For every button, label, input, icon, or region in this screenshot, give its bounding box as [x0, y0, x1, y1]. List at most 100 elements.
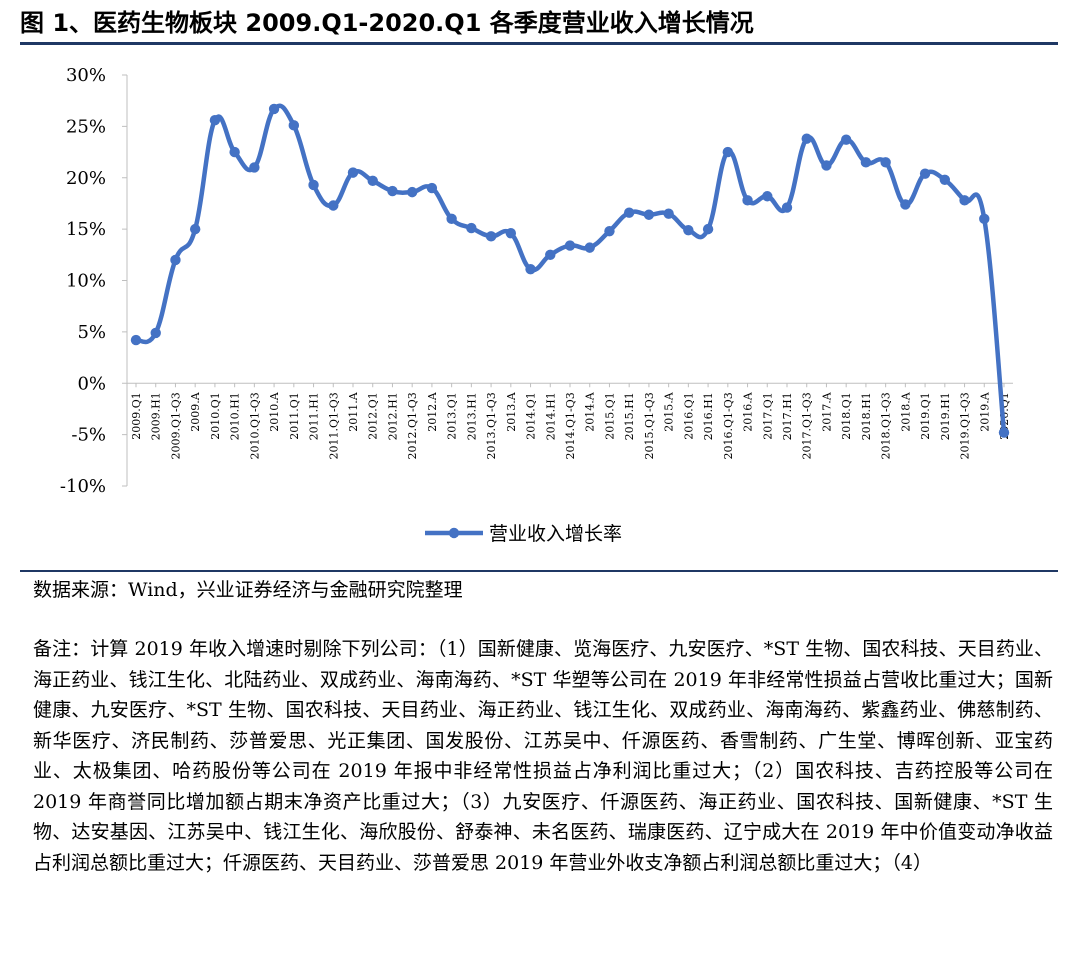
x-tick-label: 2019.Q1-Q3: [959, 392, 972, 459]
data-point: [702, 223, 714, 235]
x-tick-label: 2012.H1: [386, 392, 399, 440]
x-tick-label: 2010.H1: [229, 392, 242, 440]
x-tick-label: 2009.Q1-Q3: [169, 392, 182, 459]
data-point: [308, 179, 319, 191]
data-point: [762, 191, 773, 202]
data-point: [505, 228, 517, 239]
data-point: [643, 209, 655, 220]
data-point: [229, 146, 240, 158]
data-point: [347, 167, 359, 178]
data-point: [545, 249, 556, 261]
figure-title: 图 1、医药生物板块 2009.Q1-2020.Q1 各季度营业收入增长情况: [20, 9, 754, 37]
x-tick-label: 2012.Q1: [367, 392, 380, 440]
data-point: [663, 208, 674, 219]
x-tick-label: 2019.H1: [939, 392, 952, 440]
x-tick-label: 2010.A: [268, 391, 281, 431]
x-tick-label: 2019.Q1: [919, 392, 932, 440]
x-tick-label: 2018.Q1-Q3: [880, 392, 893, 459]
data-point: [939, 174, 951, 186]
x-tick-label: 2009.Q1: [130, 392, 143, 440]
data-point: [683, 224, 694, 236]
data-point: [623, 207, 635, 218]
x-tick-label: 2011.Q1: [288, 392, 301, 440]
x-tick-label: 2016.Q1: [682, 392, 695, 440]
data-point: [919, 168, 931, 179]
y-axis: -10% -5% 0% 5% 10% 15% 20% 25% 30%: [60, 65, 128, 497]
data-point: [170, 254, 181, 266]
y-tick-label: 30%: [66, 65, 106, 86]
x-tick-label: 2018.H1: [860, 392, 873, 440]
x-tick-label: 2012.A: [426, 391, 439, 431]
data-point: [742, 195, 753, 206]
x-tick-label: 2009.A: [189, 391, 202, 431]
x-tick-label: 2015.Q1-Q3: [643, 392, 656, 459]
data-point: [466, 222, 477, 234]
x-tick-label: 2016.Q1-Q3: [722, 392, 735, 459]
x-tick-label: 2014.H1: [544, 392, 557, 440]
y-tick-label: 5%: [77, 322, 106, 343]
data-point: [367, 175, 378, 187]
data-point: [801, 133, 812, 144]
x-tick-label: 2019.A: [978, 391, 991, 431]
x-tick-label: 2011.A: [347, 391, 360, 431]
data-point: [979, 213, 990, 225]
x-tick-label: 2014.Q1-Q3: [564, 392, 577, 459]
data-point: [130, 334, 142, 346]
x-tick-label: 2010.Q1: [209, 392, 222, 440]
legend-label: 营业收入增长率: [489, 523, 622, 545]
data-point: [781, 202, 793, 213]
data-point: [189, 223, 201, 235]
x-tick-label: 2013.Q1-Q3: [485, 392, 498, 459]
data-point: [150, 327, 161, 339]
legend-marker: [448, 527, 460, 539]
y-tick-label: 25%: [66, 116, 106, 137]
data-point: [426, 182, 438, 194]
x-tick-label: 2018.Q1: [840, 392, 853, 440]
x-tick-label: 2012.Q1-Q3: [406, 392, 419, 459]
data-point: [900, 199, 911, 210]
x-tick-label: 2017.A: [820, 391, 833, 431]
data-point: [564, 240, 576, 251]
data-point: [998, 427, 1010, 438]
x-tick-label: 2016.A: [742, 391, 755, 431]
x-tick-label: 2015.H1: [623, 392, 636, 440]
data-point: [840, 134, 852, 145]
footnote: 备注：计算 2019 年收入增速时剔除下列公司：（1）国新健康、览海医疗、九安医…: [33, 634, 1053, 878]
data-point: [485, 231, 497, 242]
x-tick-label: 2017.H1: [781, 392, 794, 440]
y-tick-label: 10%: [66, 271, 106, 292]
x-tick-label: 2017.Q1-Q3: [801, 392, 814, 459]
data-point: [584, 242, 595, 253]
data-point: [387, 185, 398, 197]
data-point: [249, 162, 260, 173]
data-point: [525, 263, 536, 275]
x-tick-label: 2011.Q1-Q3: [327, 392, 340, 459]
data-source: 数据来源：Wind，兴业证券经济与金融研究院整理: [33, 579, 463, 601]
data-point: [722, 146, 734, 158]
y-tick-label: -10%: [60, 476, 106, 497]
data-point: [860, 157, 872, 168]
x-tick-label: 2017.Q1: [761, 392, 774, 440]
legend: 营业收入增长率: [425, 523, 622, 545]
footnote-text: 备注：计算 2019 年收入增速时剔除下列公司：（1）国新健康、览海医疗、九安医…: [33, 638, 1053, 874]
x-tick-label: 2009.H1: [150, 392, 163, 440]
y-tick-label: 15%: [66, 219, 106, 240]
x-tick-label: 2016.H1: [702, 392, 715, 440]
y-tick-label: 0%: [77, 373, 106, 394]
x-tick-label: 2013.A: [505, 391, 518, 431]
title-rule: [20, 42, 1058, 45]
data-point: [268, 103, 280, 115]
x-tick-label: 2018.A: [899, 391, 912, 431]
x-tick-label: 2014.A: [584, 391, 597, 431]
data-point: [406, 186, 418, 198]
data-point: [446, 213, 457, 225]
data-point: [604, 225, 615, 237]
x-tick-label: 2013.Q1: [446, 392, 459, 440]
series-layer: [130, 103, 1010, 438]
growth-line-chart: -10% -5% 0% 5% 10% 15% 20% 25% 30% 2009.Q1 2009.H…: [60, 65, 1013, 545]
data-point: [959, 195, 970, 206]
data-point: [288, 120, 300, 131]
data-point: [821, 160, 832, 171]
x-tick-label: 2015.A: [663, 391, 676, 431]
source-rule: [20, 570, 1058, 572]
